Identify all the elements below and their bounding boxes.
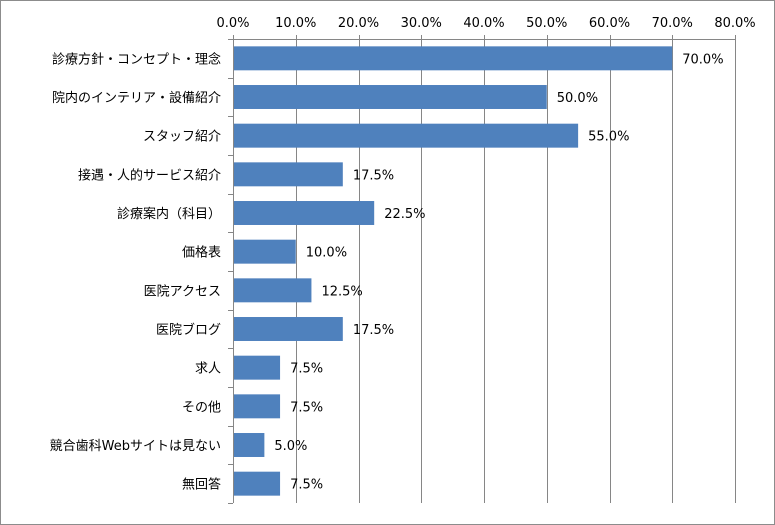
bar — [233, 355, 281, 380]
data-label: 17.5% — [353, 323, 394, 338]
data-label: 22.5% — [384, 207, 425, 222]
bar — [233, 85, 547, 109]
bar — [233, 317, 343, 341]
category-label: 院内のインテリア・設備紹介 — [52, 90, 221, 106]
category-label: 求人 — [195, 362, 221, 377]
y-axis — [228, 39, 234, 504]
data-label: 7.5% — [290, 362, 323, 377]
data-label: 7.5% — [290, 478, 323, 493]
data-label: 50.0% — [557, 91, 598, 106]
category-labels: 診療方針・コンセプト・理念院内のインテリア・設備紹介スタッフ紹介接遇・人的サービ… — [50, 51, 221, 492]
category-label: 診療方針・コンセプト・理念 — [52, 51, 221, 67]
bar — [233, 433, 265, 457]
x-tick-label: 60.0% — [589, 16, 630, 31]
data-label: 10.0% — [306, 246, 347, 261]
data-label: 7.5% — [290, 400, 323, 415]
x-tick-label: 20.0% — [338, 16, 379, 31]
x-tick-label: 10.0% — [275, 16, 316, 31]
category-label: 医院アクセス — [144, 284, 221, 299]
bar — [233, 394, 281, 419]
x-tick-label: 0.0% — [216, 16, 249, 31]
bar — [233, 201, 375, 225]
category-label: 競合歯科Webサイトは見ない — [50, 439, 221, 454]
bar — [233, 123, 579, 148]
data-label: 17.5% — [353, 168, 394, 183]
x-tick-label: 40.0% — [463, 16, 504, 31]
bar — [233, 162, 343, 187]
category-label: 医院ブログ — [156, 322, 221, 338]
category-label: 診療案内（科目） — [117, 206, 221, 222]
x-tick-label: 30.0% — [401, 16, 442, 31]
bar — [233, 46, 673, 71]
x-axis-ticks: 0.0% 10.0% 20.0% 30.0% 40.0% 50.0% 60.0% 70.0% 8… — [216, 16, 756, 40]
bar — [233, 471, 281, 496]
bar — [233, 239, 296, 264]
category-label: 無回答 — [182, 477, 221, 493]
category-label: スタッフ紹介 — [143, 130, 221, 145]
data-label: 55.0% — [588, 130, 629, 145]
grid-lines — [296, 39, 736, 503]
x-tick-label: 50.0% — [526, 16, 567, 31]
data-label: 70.0% — [682, 52, 723, 67]
value-labels: 70.0% 50.0% 55.0% 17.5% 22.5% 10.0% 12.5% 17.5%… — [274, 52, 723, 492]
bar — [233, 278, 312, 303]
x-tick-label: 80.0% — [714, 16, 755, 31]
category-label: 価格表 — [182, 245, 221, 261]
category-label: その他 — [182, 400, 221, 415]
x-tick-label: 70.0% — [652, 16, 693, 31]
category-label: 接遇・人的サービス紹介 — [78, 167, 221, 183]
data-label: 12.5% — [321, 284, 362, 299]
bars — [233, 46, 673, 496]
data-label: 5.0% — [274, 439, 307, 454]
